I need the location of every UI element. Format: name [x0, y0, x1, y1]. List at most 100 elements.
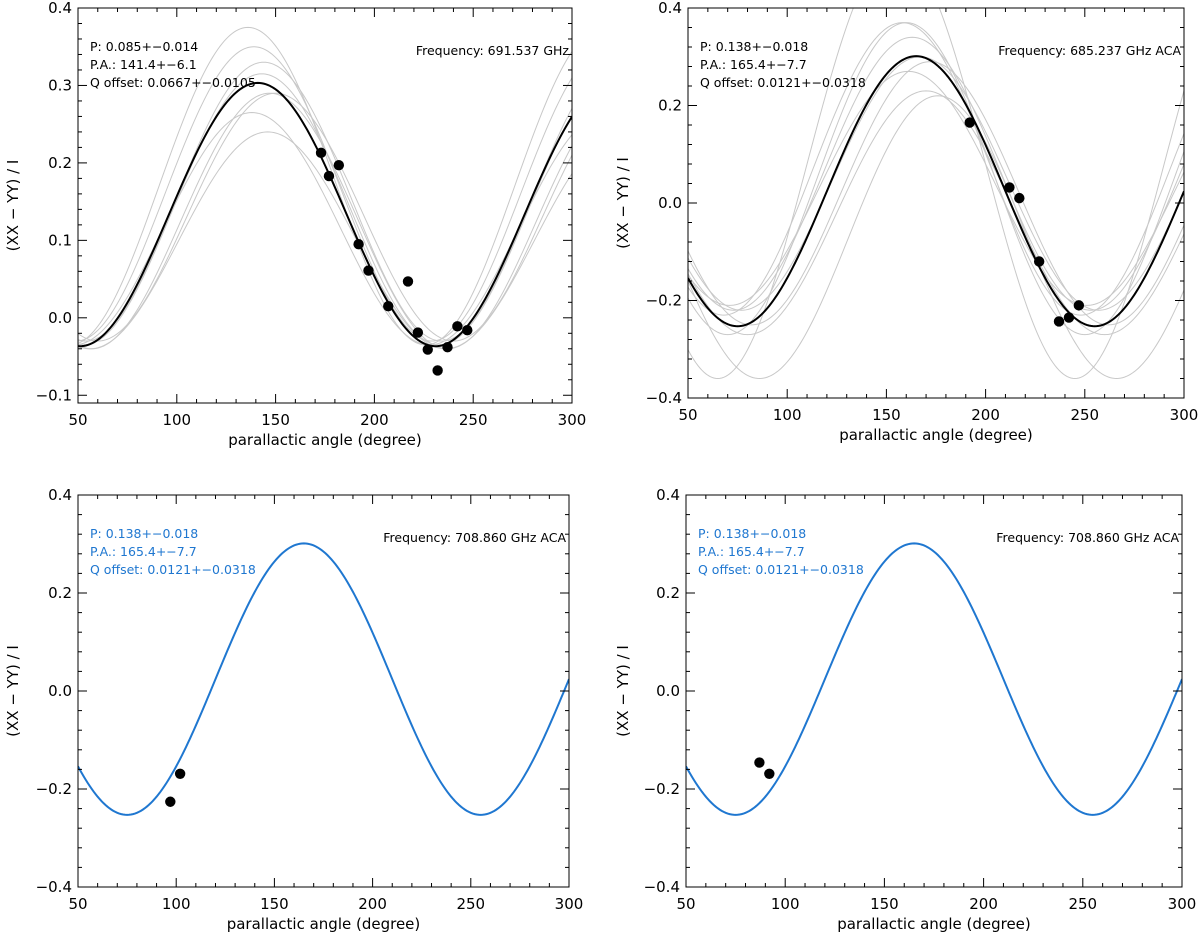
fit-curve [686, 542, 1182, 816]
y-tick-label: 0.2 [658, 97, 682, 115]
position-angle-label: P.A.: 141.4+−6.1 [90, 57, 197, 72]
fit-curve [78, 81, 572, 348]
x-tick-label: 300 [1170, 406, 1199, 424]
fit-curve [688, 55, 1184, 328]
data-point [383, 300, 394, 312]
spread-curve [688, 95, 1184, 380]
data-point [1033, 256, 1045, 267]
spread-curve [78, 61, 572, 342]
data-point [452, 321, 463, 332]
q-offset-label: Q offset: 0.0667+−0.0105 [90, 75, 256, 90]
data-point [432, 365, 443, 376]
x-axis-label: parallactic angle (degree) [228, 431, 422, 449]
y-tick-label: 0.4 [48, 486, 72, 504]
x-axis-label: parallactic angle (degree) [227, 915, 421, 933]
y-tick-label: 0.0 [656, 682, 680, 700]
x-tick-label: 50 [68, 895, 87, 913]
spread-curve [78, 92, 572, 350]
x-tick-label: 150 [872, 406, 901, 424]
data-point [174, 768, 186, 780]
polarization-fraction-label: P: 0.138+−0.018 [700, 39, 808, 54]
x-tick-label: 100 [773, 406, 802, 424]
x-tick-label: 250 [459, 411, 488, 429]
y-tick-label: 0.0 [658, 194, 682, 212]
x-tick-label: 300 [555, 895, 584, 913]
data-point [442, 342, 453, 353]
y-tick-label: 0.3 [48, 76, 72, 94]
chart-panel-top-left: 50 100 150 200 250 300 −0.1 0.0 0.1 0.2 0.3 0.4 para… [4, 0, 586, 449]
x-tick-label: 200 [360, 411, 389, 429]
data-point [1063, 312, 1075, 323]
x-tick-label: 50 [68, 411, 87, 429]
frequency-label: Frequency: 685.237 GHz ACA [998, 43, 1181, 58]
data-point [333, 160, 345, 171]
y-tick-label: −0.4 [644, 878, 680, 896]
y-tick-label: −0.2 [36, 780, 72, 798]
fit-curve [78, 542, 569, 816]
x-tick-label: 100 [771, 895, 800, 913]
data-point [462, 324, 473, 336]
x-tick-label: 300 [558, 411, 587, 429]
x-tick-label: 150 [260, 895, 289, 913]
spread-curve [688, 70, 1184, 306]
y-tick-label: −0.2 [646, 292, 682, 310]
q-offset-label: Q offset: 0.0121+−0.0318 [698, 562, 864, 577]
y-tick-label: 0.4 [48, 0, 72, 17]
q-offset-label: Q offset: 0.0121+−0.0318 [90, 562, 256, 577]
position-angle-label: P.A.: 165.4+−7.7 [90, 544, 197, 559]
spread-curve [688, 22, 1184, 336]
data-point [363, 265, 374, 276]
chart-panel-bottom-left: 50 100 150 200 250 300 −0.4 −0.2 0.0 0.2 0.4 parall… [4, 486, 583, 933]
polarization-fraction-label: P: 0.138+−0.018 [698, 526, 806, 541]
x-tick-label: 200 [358, 895, 387, 913]
spread-curve [78, 131, 572, 350]
spread-curve [688, 61, 1184, 326]
data-point [1004, 182, 1015, 193]
spread-curve [688, 36, 1184, 311]
data-point [764, 768, 775, 780]
chart-panel-bottom-right: 50 100 150 200 250 300 −0.4 −0.2 0.0 0.2 0.4 parall… [614, 486, 1196, 933]
position-angle-label: P.A.: 165.4+−7.7 [700, 57, 807, 72]
x-tick-label: 250 [456, 895, 485, 913]
y-tick-label: 0.4 [658, 0, 682, 17]
position-angle-label: P.A.: 165.4+−7.7 [698, 544, 805, 559]
data-point [165, 796, 176, 807]
x-tick-label: 100 [162, 895, 191, 913]
spread-curve [688, 90, 1184, 336]
frequency-label: Frequency: 708.860 GHz ACA [383, 530, 566, 545]
data-point [323, 170, 335, 182]
frequency-label: Frequency: 691.537 GHz [416, 43, 570, 58]
y-tick-label: 0.0 [48, 309, 72, 327]
y-tick-label: 0.1 [48, 231, 72, 249]
x-axis-label: parallactic angle (degree) [839, 426, 1033, 444]
spread-curve [688, 56, 1184, 311]
polarization-fraction-label: P: 0.138+−0.018 [90, 526, 198, 541]
y-axis-label: (XX − YY) / I [4, 645, 22, 737]
data-point [1073, 300, 1085, 311]
y-tick-label: −0.4 [36, 878, 72, 896]
y-tick-label: 0.2 [48, 154, 72, 172]
x-tick-label: 250 [1070, 406, 1099, 424]
y-tick-label: −0.4 [646, 389, 682, 407]
q-offset-label: Q offset: 0.0121+−0.0318 [700, 75, 866, 90]
y-tick-label: −0.2 [644, 780, 680, 798]
data-point [353, 239, 364, 250]
x-tick-label: 50 [676, 895, 695, 913]
spread-curve [78, 92, 572, 342]
axis-frame [77, 7, 573, 404]
x-tick-label: 300 [1168, 895, 1197, 913]
x-tick-label: 200 [971, 406, 1000, 424]
y-axis-label: (XX − YY) / I [614, 157, 632, 249]
polarization-fraction-label: P: 0.085+−0.014 [90, 39, 198, 54]
data-point [422, 344, 433, 355]
spread-curve [78, 46, 572, 342]
x-tick-label: 150 [870, 895, 899, 913]
x-axis-label: parallactic angle (degree) [837, 915, 1031, 933]
data-point [754, 757, 765, 768]
x-tick-label: 250 [1068, 895, 1097, 913]
frequency-label: Frequency: 708.860 GHz ACA [996, 530, 1179, 545]
y-tick-label: 0.2 [656, 584, 680, 602]
x-tick-label: 100 [162, 411, 191, 429]
y-tick-label: −0.1 [36, 386, 72, 404]
